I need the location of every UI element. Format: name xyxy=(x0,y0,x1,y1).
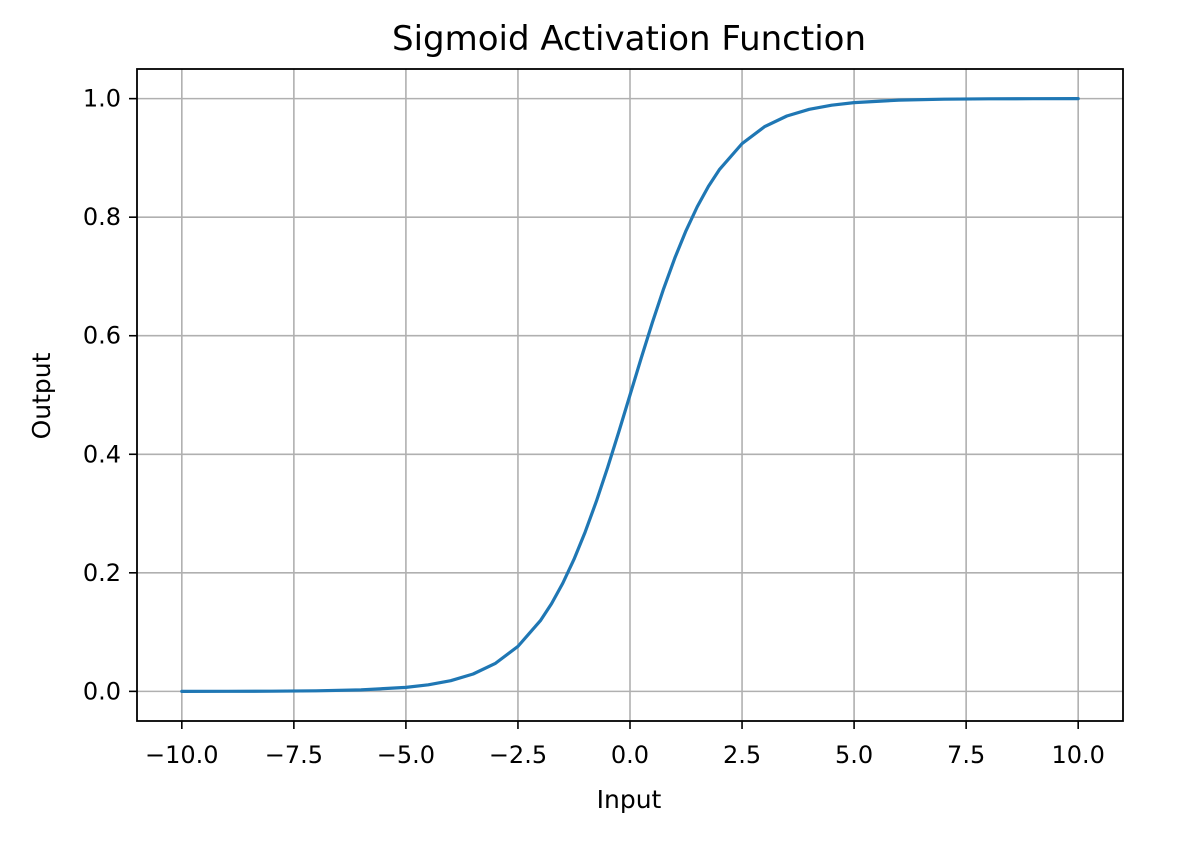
y-tick-label: 0.0 xyxy=(83,677,121,705)
x-axis: −10.0 −7.5 −5.0 −2.5 0.0 2.5 5.0 7.5 10.0 xyxy=(145,721,1105,769)
x-tick-label: −5.0 xyxy=(377,741,435,769)
x-tick-label: 2.5 xyxy=(723,741,761,769)
x-tick-label: 10.0 xyxy=(1051,741,1104,769)
y-tick-label: 0.2 xyxy=(83,559,121,587)
x-tick-label: −10.0 xyxy=(145,741,219,769)
x-tick-label: 7.5 xyxy=(947,741,985,769)
x-tick-label: −7.5 xyxy=(265,741,323,769)
y-tick-label: 0.6 xyxy=(83,322,121,350)
x-axis-label: Input xyxy=(597,785,662,814)
series-line xyxy=(180,97,1080,693)
y-tick-label: 1.0 xyxy=(83,85,121,113)
y-tick-label: 0.8 xyxy=(83,203,121,231)
x-tick-label: −2.5 xyxy=(489,741,547,769)
y-tick-label: 0.4 xyxy=(83,440,121,468)
y-axis: 0.0 0.2 0.4 0.6 0.8 1.0 xyxy=(83,85,137,705)
series-layer xyxy=(180,97,1080,693)
x-tick-label: 0.0 xyxy=(611,741,649,769)
chart-title: Sigmoid Activation Function xyxy=(392,19,866,59)
x-tick-label: 5.0 xyxy=(835,741,873,769)
y-axis-label: Output xyxy=(27,352,56,439)
